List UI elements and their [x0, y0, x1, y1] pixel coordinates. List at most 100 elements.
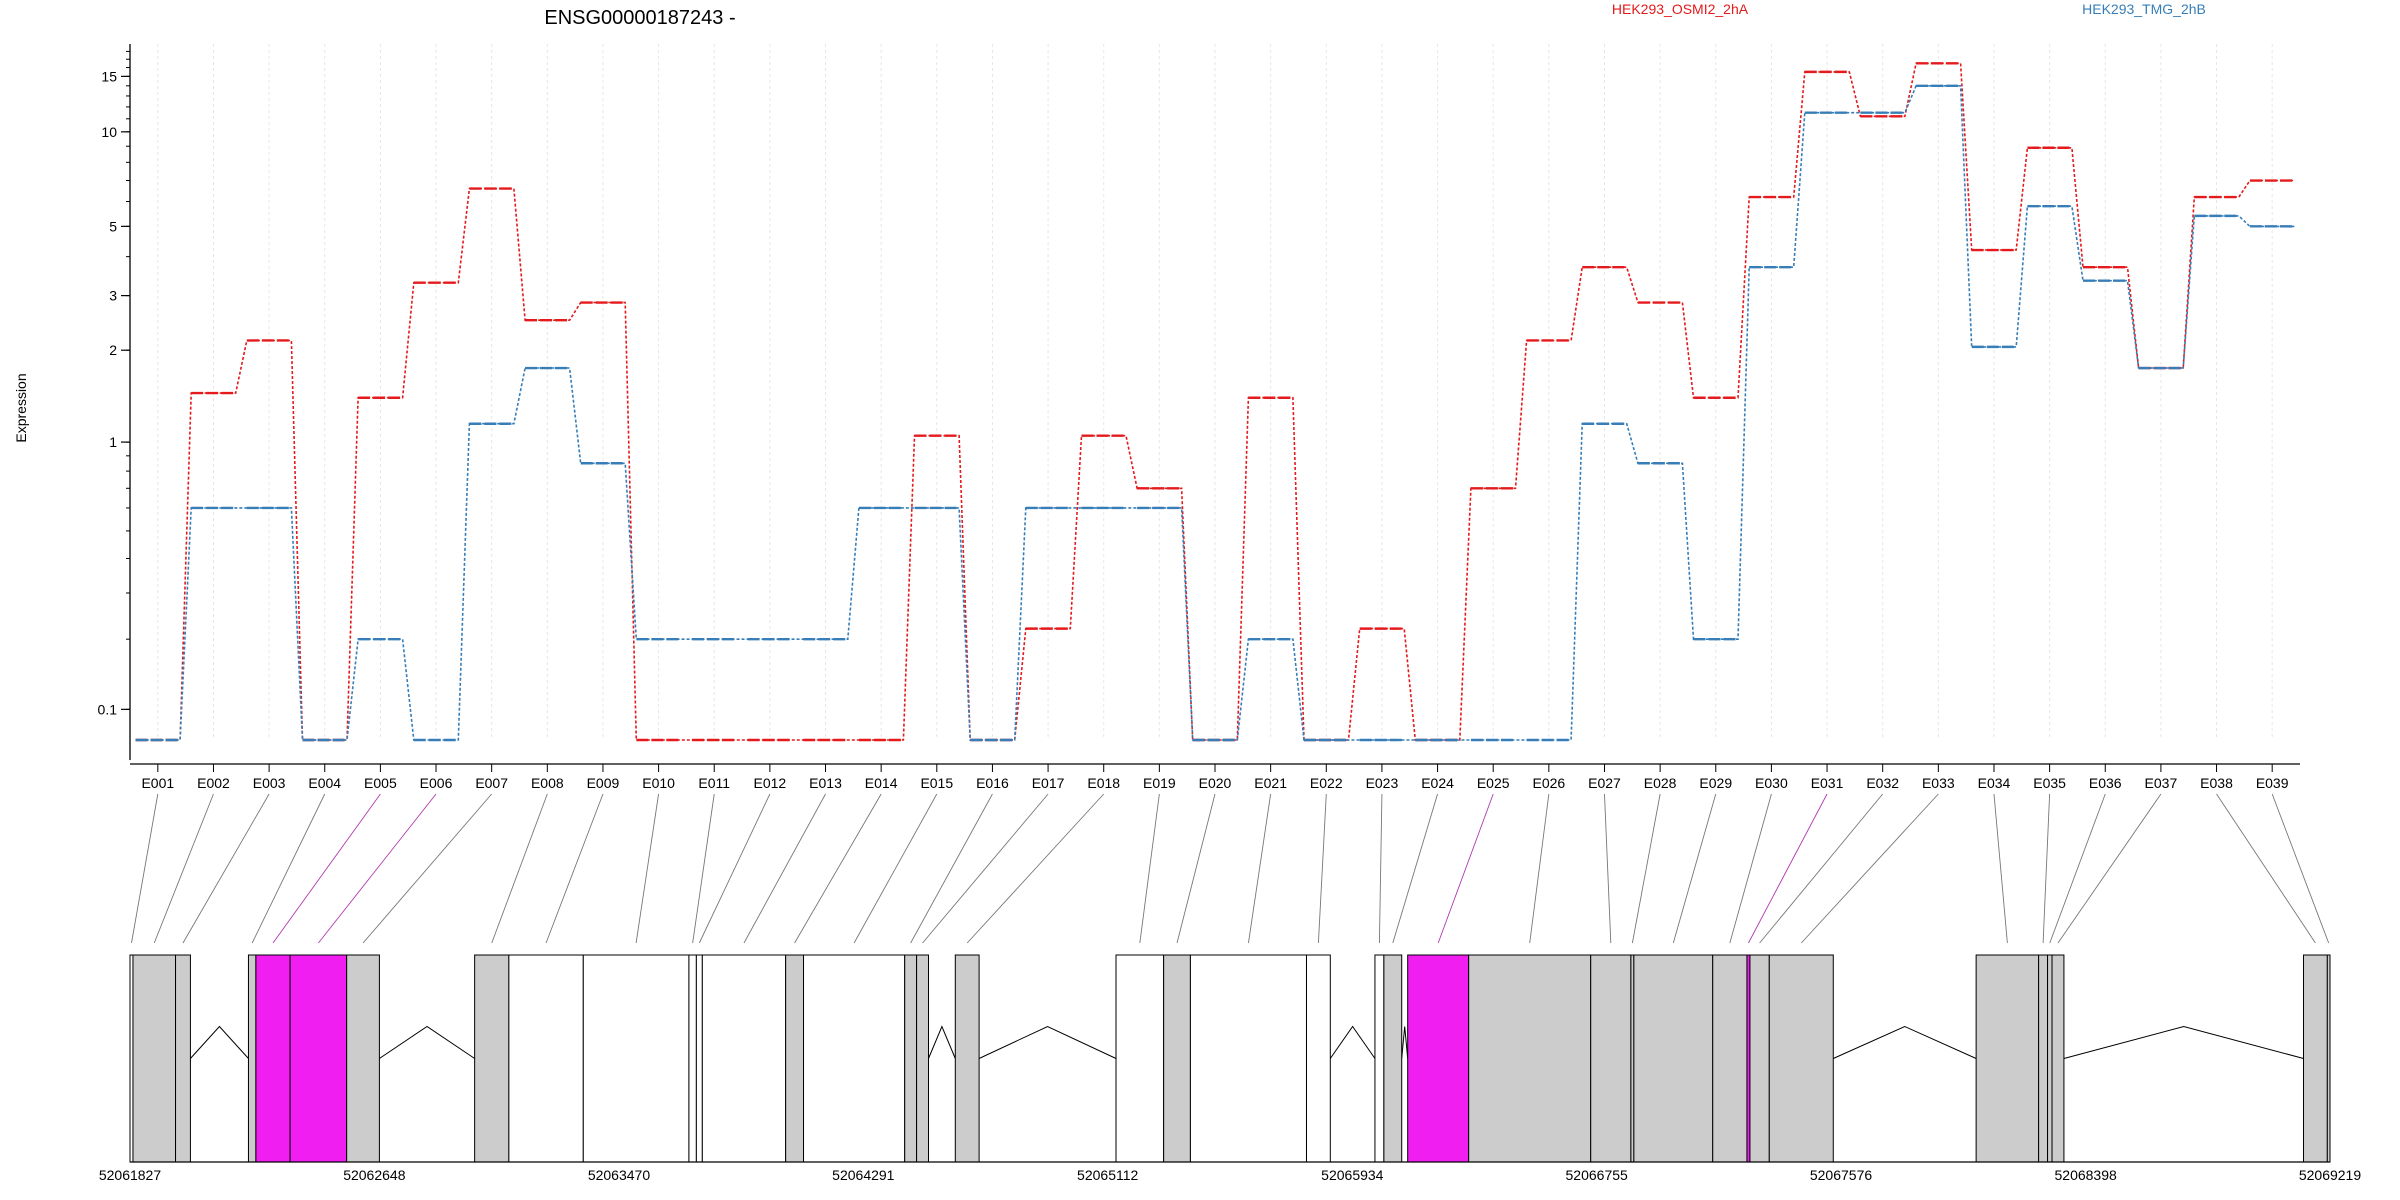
- x-tick-label: E024: [1421, 775, 1454, 791]
- x-tick-label: E035: [2033, 775, 2066, 791]
- intron-line: [190, 1025, 249, 1059]
- exon-block: [904, 954, 918, 1163]
- y-tick-label: 15: [101, 68, 117, 84]
- exon-connector: [1392, 793, 1438, 944]
- x-tick-label: E034: [1978, 775, 2011, 791]
- exon-block: [785, 954, 805, 1163]
- x-tick-label: E031: [1811, 775, 1844, 791]
- intron-line: [978, 1025, 1117, 1059]
- y-tick-label: 1: [109, 434, 117, 450]
- x-tick-label: E010: [642, 775, 675, 791]
- exon-connector: [794, 793, 882, 944]
- genomic-axis: 52061827 52062648 52063470 52064291 52065112…: [99, 1161, 2362, 1183]
- series-lines: [135, 62, 2295, 742]
- exon-connector: [1176, 793, 1216, 944]
- genomic-tick-label: 52061827: [99, 1167, 162, 1183]
- x-tick-label: E037: [2145, 775, 2178, 791]
- x-tick-label: E009: [587, 775, 620, 791]
- exon-connector: [2042, 793, 2051, 944]
- exon-block: [474, 954, 510, 1163]
- exon-connector: [362, 793, 493, 944]
- intron-line: [928, 1025, 956, 1059]
- exon-connector: [2057, 793, 2162, 944]
- exon-connector: [1672, 793, 1717, 944]
- x-tick-label: E038: [2200, 775, 2233, 791]
- exon-block: [1768, 954, 1834, 1163]
- x-tick-label: E002: [197, 775, 230, 791]
- x-axis: E001 E002 E003 E004 E005 E006 E007 E008 E009 E010…: [130, 763, 2300, 791]
- x-tick-label: E014: [865, 775, 898, 791]
- exon-connector: [2271, 793, 2330, 944]
- series-2: [135, 84, 2295, 742]
- intron-line: [1401, 1026, 1409, 1059]
- exon-block: [289, 954, 348, 1163]
- x-tick-label: E036: [2089, 775, 2122, 791]
- exon-block: [2047, 954, 2053, 1163]
- y-tick-label: 3: [109, 288, 117, 304]
- genomic-tick-label: 52068398: [2055, 1167, 2118, 1183]
- exon-block: [247, 954, 257, 1163]
- x-tick-label: E019: [1143, 775, 1176, 791]
- x-tick-label: E004: [308, 775, 341, 791]
- exon-connector: [545, 793, 604, 944]
- x-tick-label: E021: [1254, 775, 1287, 791]
- exon-connector: [698, 793, 771, 944]
- exon-connector: [1378, 793, 1383, 944]
- x-tick-label: E032: [1866, 775, 1899, 791]
- exon-connector: [692, 793, 715, 944]
- y-axis-label: Expression: [13, 373, 29, 442]
- x-tick-label: E022: [1310, 775, 1343, 791]
- exon-block: [688, 954, 697, 1163]
- y-tick-label: 2: [109, 342, 117, 358]
- exon-block: [1115, 954, 1165, 1163]
- exon-connector: [153, 793, 214, 944]
- x-tick-label: E006: [420, 775, 453, 791]
- exon-block: [582, 954, 690, 1163]
- exon-connector: [2216, 793, 2316, 944]
- exon-connector: [1604, 793, 1612, 944]
- genomic-tick-label: 52063470: [588, 1167, 651, 1183]
- exon-connector: [743, 793, 826, 944]
- exon-connectors: [131, 793, 2330, 944]
- genomic-tick-label: 52069219: [2299, 1167, 2362, 1183]
- exon-connector: [1800, 793, 1939, 944]
- intron-line: [1833, 1025, 1977, 1059]
- exon-connector: [2049, 793, 2106, 944]
- x-tick-label: E016: [976, 775, 1009, 791]
- x-tick-label: E026: [1532, 775, 1565, 791]
- exon-block: [1163, 954, 1191, 1163]
- exon-block: [1975, 954, 2040, 1163]
- exon-block: [1374, 954, 1385, 1163]
- exon-connector: [1248, 793, 1272, 944]
- gene-model: [129, 954, 2331, 1163]
- exon-block: [1468, 954, 1592, 1163]
- exon-block: [132, 954, 177, 1163]
- exon-block: [695, 954, 703, 1163]
- exon-block: [803, 954, 906, 1163]
- intron-line: [2063, 1025, 2304, 1059]
- exon-block: [2303, 954, 2328, 1163]
- x-tick-label: E005: [364, 775, 397, 791]
- exon-block: [1305, 954, 1331, 1163]
- x-tick-label: E008: [531, 775, 564, 791]
- x-tick-label: E033: [1922, 775, 1955, 791]
- x-tick-label: E028: [1644, 775, 1677, 791]
- x-tick-label: E023: [1366, 775, 1399, 791]
- genomic-tick-label: 52065112: [1077, 1167, 1138, 1183]
- exon-block: [2326, 954, 2331, 1163]
- exon-block: [1590, 954, 1632, 1163]
- x-tick-label: E027: [1588, 775, 1621, 791]
- exon-connector: [910, 793, 993, 944]
- exon-connector: [1529, 793, 1550, 944]
- legend-label-series-1: HEK293_OSMI2_2hA: [1612, 1, 1749, 17]
- exon-block: [954, 954, 980, 1163]
- exon-connector: [966, 793, 1105, 944]
- y-axis: 0.1 1 2 3 5 10 15: [98, 44, 131, 760]
- exon-block: [916, 954, 930, 1163]
- exon-connector: [1139, 793, 1160, 944]
- x-tick-label: E020: [1199, 775, 1232, 791]
- exon-block: [1383, 954, 1403, 1163]
- chart-title: ENSG00000187243 -: [544, 7, 735, 29]
- x-tick-label: E018: [1087, 775, 1120, 791]
- exon-connector: [922, 793, 1049, 944]
